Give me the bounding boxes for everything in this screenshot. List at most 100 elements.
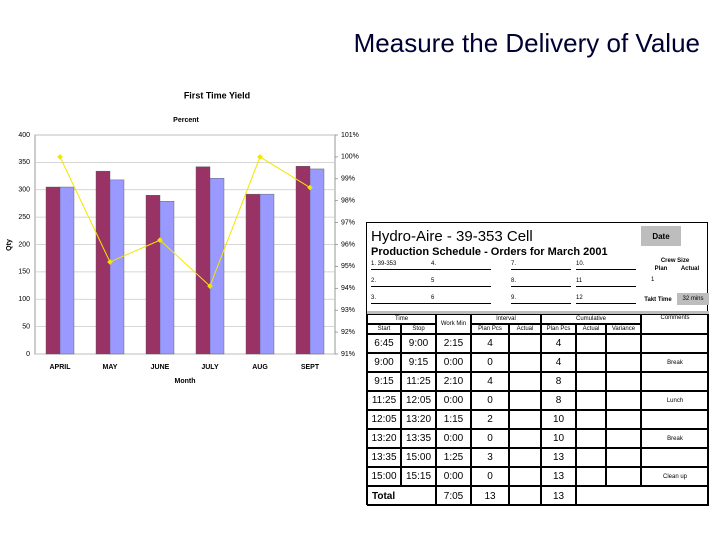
row-start: 13:20 (367, 429, 401, 448)
cell (509, 467, 541, 486)
schedule-table: Hydro-Aire - 39-353 Cell Production Sched… (366, 222, 709, 506)
row-comment: Clean up (641, 467, 709, 486)
row-start: 15:00 (367, 467, 401, 486)
order-entry: 10. (576, 258, 636, 270)
cell (509, 353, 541, 372)
header-interval: Interval (471, 314, 541, 324)
header-cumulative: Cumulative (541, 314, 641, 324)
header-variance: Variance (606, 324, 641, 334)
row-cum-plan: 13 (541, 467, 576, 486)
cell (606, 448, 641, 467)
row-stop: 11:25 (401, 372, 436, 391)
line-marker (257, 154, 263, 160)
y-tick-label: 0 (26, 351, 30, 358)
bar (45, 186, 61, 355)
cell (576, 448, 606, 467)
cell (509, 429, 541, 448)
chart-title: First Time Yield (184, 90, 250, 100)
cell (576, 372, 606, 391)
crew-plan-label: Plan (654, 266, 668, 272)
row-stop: 15:15 (401, 467, 436, 486)
row-cum-plan: 10 (541, 429, 576, 448)
row-start: 13:35 (367, 448, 401, 467)
order-entry: 5 (431, 275, 491, 287)
row-start: 9:15 (367, 372, 401, 391)
header-stop: Stop (401, 324, 436, 334)
bar (259, 193, 275, 355)
order-entry: 4. (431, 258, 491, 270)
order-entry: 3. (371, 292, 431, 304)
row-cum-plan: 10 (541, 410, 576, 429)
row-cum-plan: 8 (541, 391, 576, 410)
row-comment: Break (641, 429, 709, 448)
cell (576, 353, 606, 372)
cell (641, 334, 709, 353)
cell (606, 391, 641, 410)
cell (509, 486, 541, 506)
y-axis-label: Qty (6, 239, 13, 251)
line-marker (307, 184, 313, 191)
header-cum-actual: Actual (576, 324, 606, 334)
total-label: Total (367, 486, 436, 506)
total-cum-plan: 13 (541, 486, 576, 506)
row-plan: 4 (471, 372, 509, 391)
y-tick-label: 150 (18, 269, 30, 276)
cell (576, 429, 606, 448)
row-stop: 9:00 (401, 334, 436, 353)
order-entry: 8. (511, 275, 571, 287)
header-interval-actual: Actual (509, 324, 541, 334)
cell (606, 334, 641, 353)
y2-tick-label: 95% (341, 263, 355, 270)
header-time: Time (367, 314, 436, 324)
y2-tick-label: 97% (341, 219, 355, 226)
row-stop: 15:00 (401, 448, 436, 467)
bar (195, 166, 211, 355)
y2-tick-label: 93% (341, 307, 355, 314)
cell (576, 391, 606, 410)
row-start: 11:25 (367, 391, 401, 410)
cell (606, 410, 641, 429)
row-work: 0:00 (436, 353, 471, 372)
header-cum-plan: Plan Pcs (541, 324, 576, 334)
cell (576, 334, 606, 353)
bar (309, 168, 325, 355)
row-cum-plan: 13 (541, 448, 576, 467)
y-tick-label: 350 (18, 159, 30, 166)
cell (606, 353, 641, 372)
y2-tick-label: 96% (341, 241, 355, 248)
row-plan: 4 (471, 334, 509, 353)
bar (295, 166, 311, 355)
y2-tick-label: 99% (341, 176, 355, 183)
x-axis-label: Month (175, 378, 196, 385)
y-tick-label: 50 (22, 323, 30, 330)
bar (245, 193, 261, 355)
header-comments: Comments (641, 314, 709, 334)
total-plan: 13 (471, 486, 509, 506)
date-label: Date (641, 226, 681, 246)
row-work: 0:00 (436, 467, 471, 486)
bar (109, 179, 125, 355)
row-plan: 0 (471, 391, 509, 410)
cell (576, 486, 709, 506)
schedule-subtitle: Production Schedule - Orders for March 2… (371, 246, 608, 258)
cell (606, 467, 641, 486)
cell (576, 467, 606, 486)
y2-tick-label: 100% (341, 154, 359, 161)
header-band (367, 311, 709, 314)
y2-tick-label: 101% (341, 132, 359, 139)
order-entry: 11 (576, 275, 636, 287)
bar (145, 195, 161, 355)
row-stop: 13:20 (401, 410, 436, 429)
row-cum-plan: 4 (541, 334, 576, 353)
cell (641, 372, 709, 391)
row-plan: 2 (471, 410, 509, 429)
x-tick-label: SEPT (301, 364, 320, 371)
row-cum-plan: 4 (541, 353, 576, 372)
cell (509, 410, 541, 429)
y2-tick-label: 94% (341, 285, 355, 292)
cell (641, 448, 709, 467)
row-work: 1:15 (436, 410, 471, 429)
x-tick-label: AUG (252, 364, 268, 371)
order-entry: 9. (511, 292, 571, 304)
